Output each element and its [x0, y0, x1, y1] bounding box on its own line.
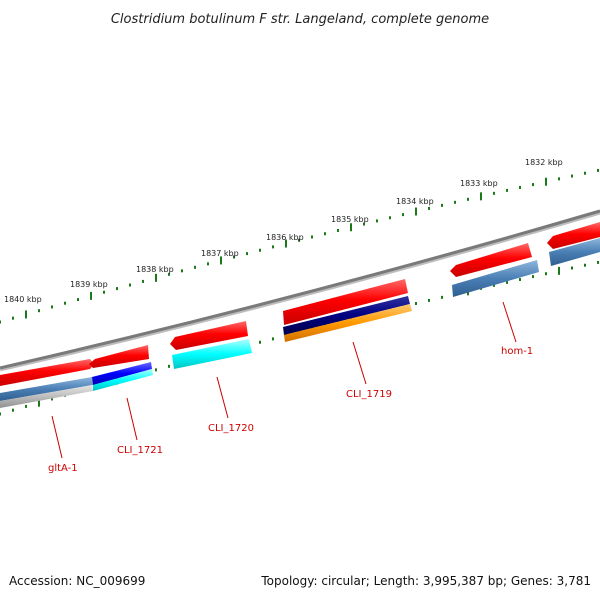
- gene-label-gltA-1[interactable]: gltA-1: [48, 463, 78, 474]
- scale-label-1832: 1832 kbp: [525, 158, 563, 167]
- scale-label-1840: 1840 kbp: [4, 295, 42, 304]
- map-title: Clostridium botulinum F str. Langeland, …: [111, 12, 489, 27]
- scale-label-1833: 1833 kbp: [460, 179, 498, 188]
- accession-text: Accession: NC_009699: [9, 574, 145, 588]
- scale-label-1836: 1836 kbp: [266, 233, 304, 242]
- leader-CLI_1719: [353, 342, 366, 384]
- leader-CLI_1720: [217, 377, 228, 418]
- topology-text: Topology: circular; Length: 3,995,387 bp…: [260, 574, 591, 588]
- gene-label-hom-1[interactable]: hom-1: [501, 346, 533, 357]
- outer-scale-ticks: [0, 169, 598, 324]
- leader-hom-1: [503, 302, 516, 342]
- scale-label-1839: 1839 kbp: [70, 280, 108, 289]
- leader-CLI_1721: [127, 398, 137, 440]
- forward-genes: [0, 222, 600, 386]
- gene-label-CLI_1720[interactable]: CLI_1720: [208, 423, 254, 434]
- gene-label-CLI_1721[interactable]: CLI_1721: [117, 445, 163, 456]
- scale-label-1837: 1837 kbp: [201, 249, 239, 258]
- gene-label-CLI_1719[interactable]: CLI_1719: [346, 389, 392, 400]
- scale-label-1838: 1838 kbp: [136, 265, 174, 274]
- gene-labels: gltA-1 CLI_1721 CLI_1720 CLI_1719 hom-1: [48, 346, 533, 474]
- leader-gltA-1: [52, 416, 62, 458]
- genome-map: Clostridium botulinum F str. Langeland, …: [0, 0, 600, 600]
- scale-label-1835: 1835 kbp: [331, 215, 369, 224]
- scale-label-1834: 1834 kbp: [396, 197, 434, 206]
